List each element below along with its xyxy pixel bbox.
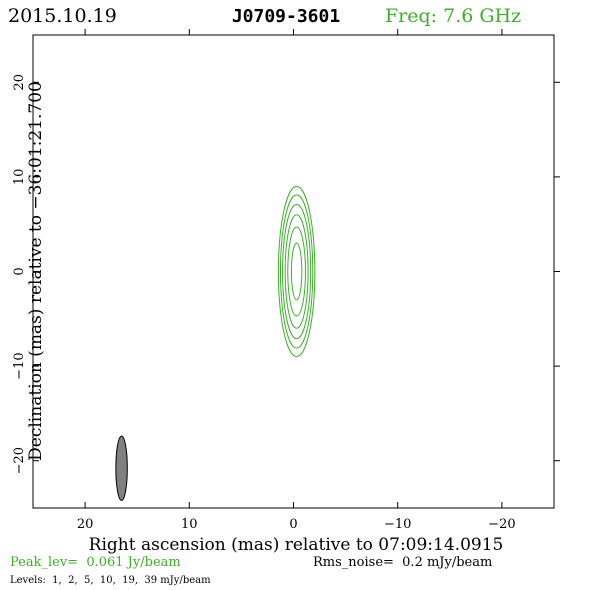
contour-level-39 [290, 242, 303, 301]
contour-level-2 [279, 194, 314, 349]
contour-level-5 [282, 203, 312, 340]
beam-group [115, 435, 128, 501]
contour-group [277, 185, 316, 358]
y-tick-label: 0 [12, 267, 27, 275]
x-tick-label: −10 [384, 517, 411, 532]
source-name: J0709-3601 [232, 6, 340, 27]
y-tick-label: 20 [12, 74, 27, 91]
y-tick-label: 10 [12, 169, 27, 186]
observation-date: 2015.10.19 [8, 5, 117, 27]
x-tick-label: 0 [289, 517, 297, 532]
frequency-label: Freq: 7.6 GHz [385, 5, 521, 27]
y-tick-label: −10 [12, 352, 27, 379]
x-tick-label: 20 [77, 517, 94, 532]
contour-levels: Levels: 1, 2, 5, 10, 19, 39 mJy/beam [10, 575, 211, 586]
contour-level-10 [284, 214, 309, 329]
plot-frame [32, 34, 555, 509]
y-tick-label: −20 [12, 447, 27, 474]
axis-ticks: 20 10 0 −10 −20 20 10 0 −10 −20 [12, 29, 560, 532]
contour-level-1 [277, 185, 316, 358]
x-axis-label: Right ascension (mas) relative to 07:09:… [89, 535, 504, 555]
x-tick-label: 10 [181, 517, 198, 532]
x-tick-label: −20 [488, 517, 515, 532]
contour-level-19 [287, 226, 306, 317]
peak-level: Peak_lev= 0.061 Jy/beam [10, 555, 181, 570]
rms-noise: Rms_noise= 0.2 mJy/beam [313, 555, 492, 570]
y-axis-label: Declination (mas) relative to −36:01:21.… [26, 81, 46, 461]
beam-ellipse [115, 435, 128, 501]
